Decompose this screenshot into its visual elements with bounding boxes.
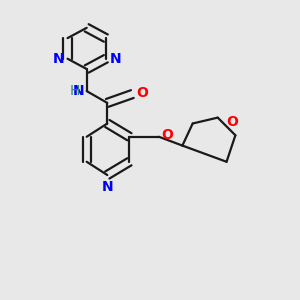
Text: O: O	[226, 115, 238, 129]
Text: N: N	[52, 52, 64, 66]
Text: N: N	[110, 52, 121, 66]
Text: H: H	[70, 84, 80, 98]
Text: O: O	[136, 85, 148, 100]
Text: O: O	[161, 128, 173, 142]
Text: N: N	[101, 180, 113, 194]
Text: N: N	[73, 84, 84, 98]
